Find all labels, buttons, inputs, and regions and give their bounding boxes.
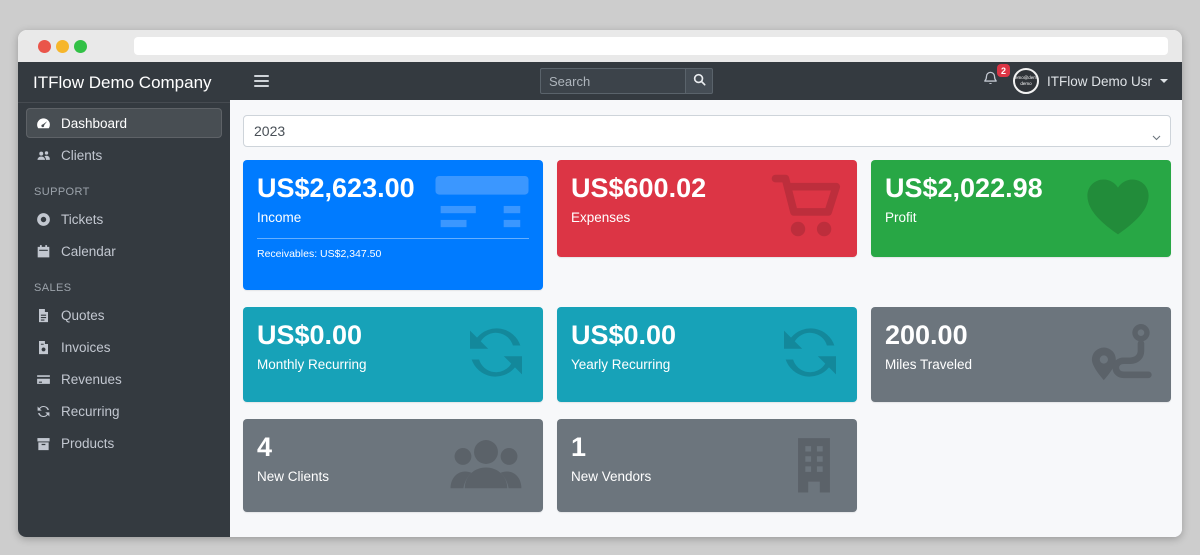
search-form [540,68,713,94]
stat-value: US$2,623.00 [257,173,415,203]
sidebar-item-revenues[interactable]: Revenues [26,364,222,394]
stat-card-monthly-recurring: US$0.00 Monthly Recurring [243,307,543,402]
stat-card-profit: US$2,022.98 Profit [871,160,1171,257]
stat-footer: Receivables: US$2,347.50 [257,248,382,261]
stat-label: Monthly Recurring [257,357,367,373]
stat-card-miles-traveled: 200.00 Miles Traveled [871,307,1171,402]
sidebar-item-quotes[interactable]: Quotes [26,300,222,330]
sync-icon [35,403,51,419]
avatar-text: demo@demo [1012,75,1039,81]
sidebar-item-invoices[interactable]: Invoices [26,332,222,362]
stat-value: US$600.02 [571,173,707,203]
window-minimize-button[interactable] [56,39,69,53]
sidebar-item-recurring[interactable]: Recurring [26,396,222,426]
stat-value: 4 [257,432,273,462]
bell-icon [982,70,999,92]
card-divider [257,238,529,240]
stat-value: 1 [571,432,587,462]
dashboard-content: 2023 US$2,623.00 Income [230,100,1182,537]
user-menu[interactable]: demo@demo demo ITFlow Demo Usr [1012,68,1168,94]
sidebar-item-products[interactable]: Products [26,428,222,458]
year-select[interactable]: 2023 [243,115,1171,147]
sidebar-item-label: Calendar [61,243,116,259]
users-icon [443,432,529,499]
sidebar-item-calendar[interactable]: Calendar [26,236,222,266]
route-icon [1087,319,1157,390]
stat-label: Yearly Recurring [571,357,671,373]
building-icon [785,427,843,504]
window-controls [38,39,87,53]
heart-icon [1079,170,1157,247]
stat-value: 200.00 [885,320,968,350]
life-ring-icon [35,211,51,227]
stat-card-grid: US$2,623.00 Income Receivables: US$2,347… [243,160,1171,512]
top-navbar: 2 demo@demo demo ITFlow Demo Usr [230,62,1182,100]
sidebar-section-header-sales: SALES [34,282,72,294]
browser-window: ITFlow Demo Company Dashboard Clients SU… [18,30,1182,537]
sidebar-item-tickets[interactable]: Tickets [26,204,222,234]
search-input[interactable] [540,68,686,94]
browser-chrome [18,30,1182,62]
stat-label: New Vendors [571,469,652,485]
file-icon [35,307,51,323]
sidebar-nav: Dashboard Clients SUPPORT Tickets [18,103,230,465]
avatar: demo@demo demo [1012,68,1039,94]
window-close-button[interactable] [38,39,51,53]
navbar-right: 2 demo@demo demo ITFlow Demo Usr [980,64,1168,94]
sidebar-item-dashboard[interactable]: Dashboard [26,108,222,138]
stat-card-yearly-recurring: US$0.00 Yearly Recurring [557,307,857,402]
year-select-wrap: 2023 [243,115,1171,147]
stat-label: Income [257,210,302,226]
sidebar-item-label: Products [61,435,115,451]
sidebar: ITFlow Demo Company Dashboard Clients SU… [18,62,230,537]
credit-card-icon [35,371,51,387]
users-icon [35,147,51,163]
stat-label: Expenses [571,210,631,226]
sidebar-item-label: Clients [61,147,103,163]
sidebar-item-label: Dashboard [61,115,128,131]
sidebar-item-clients[interactable]: Clients [26,140,222,170]
avatar-text: demo [1020,81,1032,86]
stat-label: New Clients [257,469,330,485]
box-icon [35,435,51,451]
stat-label: Profit [885,210,917,226]
sync-icon [463,319,529,390]
sidebar-item-label: Revenues [61,371,122,387]
caret-down-icon [1160,79,1168,83]
stat-card-new-clients: 4 New Clients [243,419,543,512]
app-frame: ITFlow Demo Company Dashboard Clients SU… [18,62,1182,537]
url-bar[interactable] [134,37,1168,55]
main-column: 2 demo@demo demo ITFlow Demo Usr [230,62,1182,537]
window-zoom-button[interactable] [74,39,87,53]
calendar-icon [35,243,51,259]
stat-value: US$2,022.98 [885,173,1043,203]
sidebar-item-label: Quotes [61,307,105,323]
menu-toggle-button[interactable] [250,71,273,91]
stat-label: Miles Traveled [885,357,973,373]
shopping-cart-icon [771,170,843,247]
stat-card-new-vendors: 1 New Vendors [557,419,857,512]
notifications-button[interactable]: 2 [980,64,1010,94]
search-icon [693,73,706,89]
brand-link[interactable]: ITFlow Demo Company [18,62,230,103]
notification-badge: 2 [996,64,1010,77]
file-invoice-icon [35,339,51,355]
tachometer-icon [35,115,51,131]
stat-value: US$0.00 [571,320,677,350]
sync-icon [777,319,843,390]
search-button[interactable] [686,68,713,94]
sidebar-item-label: Invoices [61,339,111,355]
stat-value: US$0.00 [257,320,363,350]
sidebar-item-label: Recurring [61,403,120,419]
stat-card-income: US$2,623.00 Income Receivables: US$2,347… [243,160,543,290]
user-name: ITFlow Demo Usr [1046,73,1152,89]
sidebar-section-header-support: SUPPORT [34,186,90,198]
credit-card-icon [435,176,529,243]
stat-card-expenses: US$600.02 Expenses [557,160,857,257]
sidebar-item-label: Tickets [61,211,104,227]
